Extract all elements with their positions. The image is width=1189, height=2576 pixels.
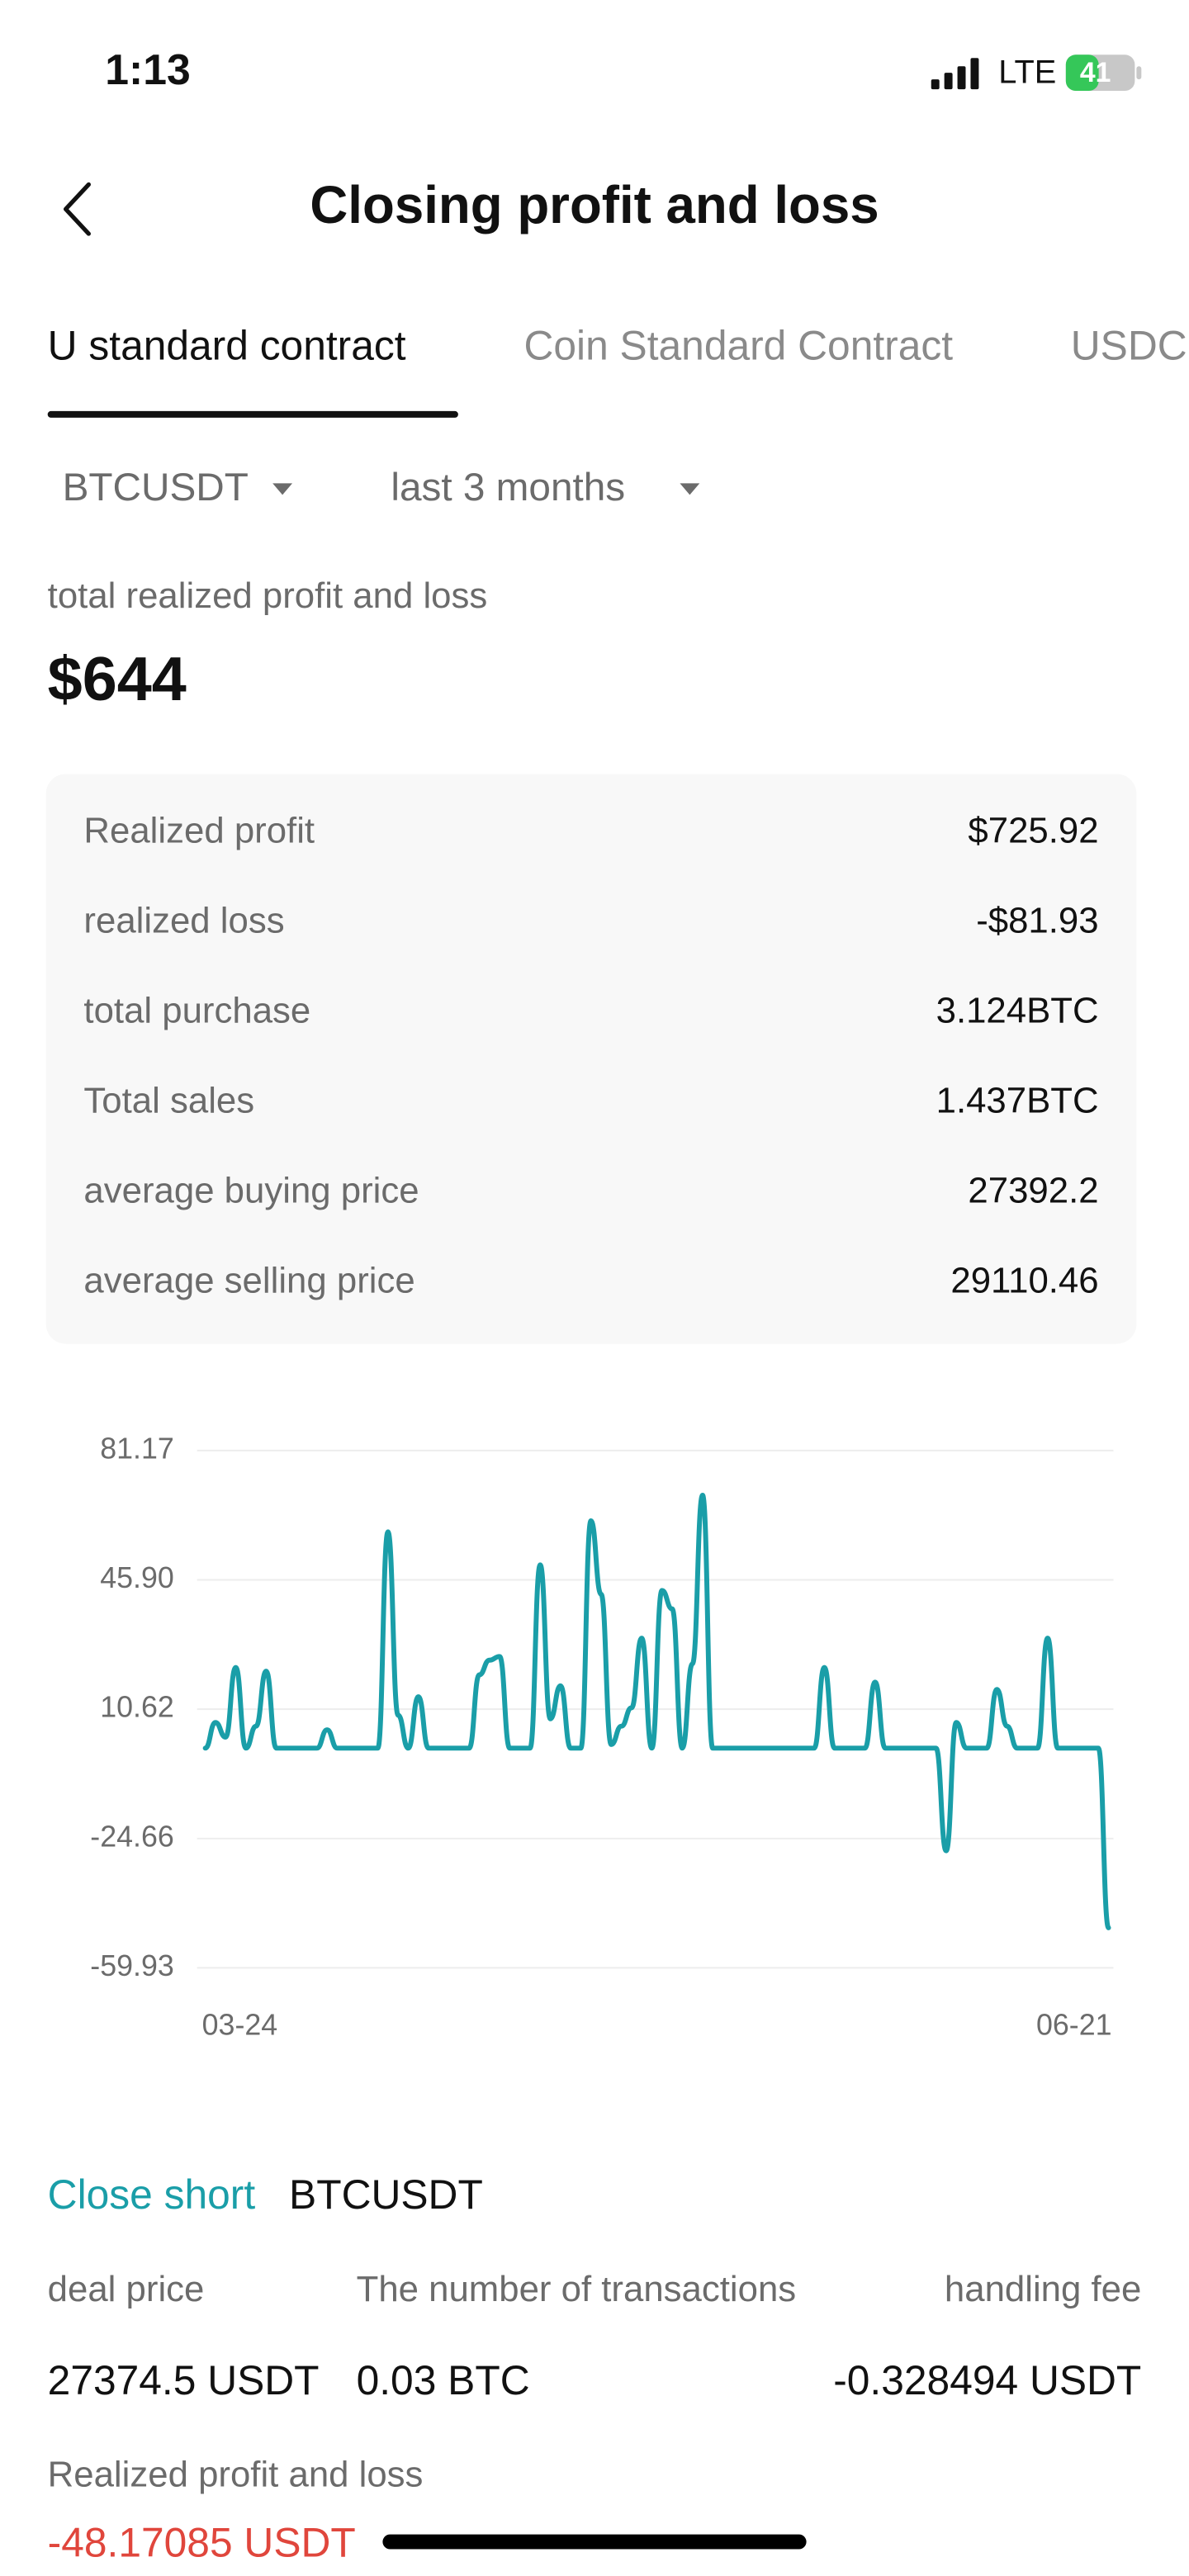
pnl-value: -48.17085 USDT xyxy=(48,2520,356,2566)
battery-icon xyxy=(1065,54,1142,92)
y-tick-label: 10.62 xyxy=(100,1691,174,1724)
summary-label: total realized profit and loss xyxy=(48,575,488,616)
column-value: 27374.5 USDT xyxy=(48,2357,320,2403)
column-label: deal price xyxy=(48,2269,205,2309)
pnl-line xyxy=(202,1492,1111,1930)
period-filter[interactable]: last 3 months xyxy=(391,466,625,509)
column-value: 0.03 BTC xyxy=(357,2357,530,2403)
tab-underline xyxy=(47,410,458,418)
detail-value: $725.92 xyxy=(968,811,1098,851)
pnl-chart: -59.93 -24.66 10.62 45.90 81.17 03-24 06-21 xyxy=(90,1432,1114,2041)
transaction-symbol: BTCUSDT xyxy=(289,2171,483,2218)
x-tick-label: 06-21 xyxy=(1036,2008,1112,2041)
detail-label: total purchase xyxy=(83,991,310,1031)
tab[interactable]: Coin Standard Contract xyxy=(523,322,953,368)
status-time: 1:13 xyxy=(105,45,190,93)
transaction-action: Close short xyxy=(48,2171,256,2218)
tab[interactable]: USDC xyxy=(1071,322,1187,368)
column-label: handling fee xyxy=(945,2269,1141,2309)
detail-value: 1.437BTC xyxy=(936,1081,1099,1121)
column-value: -0.328494 USDT xyxy=(833,2357,1141,2403)
transaction-columns: deal price 27374.5 USDT The number of tran… xyxy=(48,2269,1142,2403)
y-tick-label: 81.17 xyxy=(100,1432,174,1465)
summary-value: $644 xyxy=(48,645,187,714)
y-tick-label: 45.90 xyxy=(100,1561,174,1594)
tab-active[interactable]: U standard contract xyxy=(48,322,406,368)
details-list: Realized profit $725.92 realized loss -$81.… xyxy=(83,811,1098,1301)
y-tick-label: -59.93 xyxy=(90,1949,174,1982)
details-card xyxy=(45,774,1137,1344)
page-title: Closing profit and loss xyxy=(310,176,879,234)
detail-value: -$81.93 xyxy=(976,901,1098,941)
dropdown-arrow xyxy=(680,483,700,495)
symbol-filter[interactable]: BTCUSDT xyxy=(63,466,249,509)
y-tick-label: -24.66 xyxy=(90,1820,174,1853)
home-indicator xyxy=(382,2534,807,2550)
signal-icon xyxy=(931,58,979,90)
battery-level: 41 xyxy=(1080,57,1111,88)
column-label: The number of transactions xyxy=(357,2269,797,2309)
detail-label: Realized profit xyxy=(83,811,315,851)
detail-label: average selling price xyxy=(83,1261,414,1301)
detail-value: 29110.46 xyxy=(950,1261,1098,1301)
status-network: LTE xyxy=(998,54,1056,91)
detail-label: Total sales xyxy=(83,1081,254,1121)
x-tick-label: 03-24 xyxy=(202,2008,278,2041)
detail-value: 3.124BTC xyxy=(936,991,1099,1031)
detail-value: 27392.2 xyxy=(968,1171,1098,1211)
detail-label: average buying price xyxy=(83,1171,419,1211)
pnl-label: Realized profit and loss xyxy=(48,2455,424,2495)
dropdown-arrow xyxy=(272,483,293,495)
detail-label: realized loss xyxy=(83,901,284,941)
back-button[interactable] xyxy=(63,182,91,236)
